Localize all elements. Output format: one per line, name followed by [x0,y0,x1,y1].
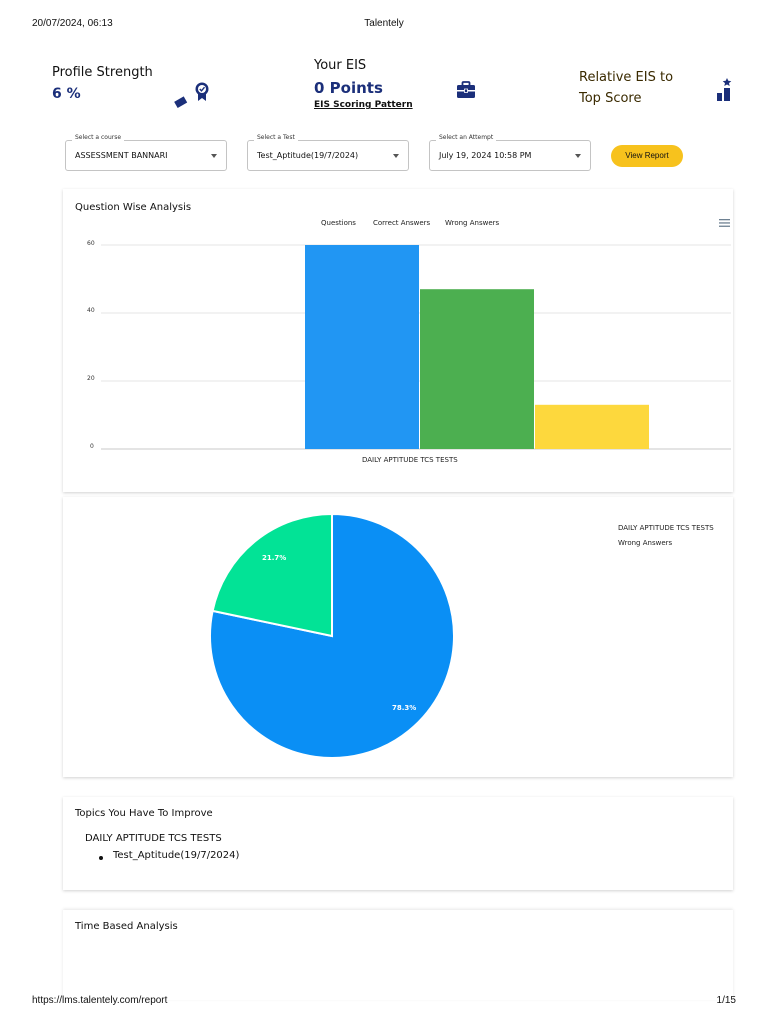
chevron-down-icon [575,154,581,158]
time-analysis-card: Time Based Analysis [63,910,733,1000]
podium-icon [717,78,732,101]
x-category-label: DAILY APTITUDE TCS TESTS [362,456,458,464]
pie-chart [209,512,455,759]
print-page-number: 1/15 [716,995,736,1006]
eis-stat: Your EIS 0 Points EIS Scoring Pattern [314,58,413,110]
topics-title: Topics You Have To Improve [75,808,213,819]
attempt-select-label: Select an Attempt [436,134,497,141]
ribbon-badge-icon [174,82,209,108]
question-bar-chart [101,244,731,450]
eis-scoring-link[interactable]: EIS Scoring Pattern [314,100,413,110]
pie-legend-tcs-tests[interactable]: DAILY APTITUDE TCS TESTS [618,524,714,532]
relative-eis-line2: Top Score [579,91,642,106]
question-analysis-title: Question Wise Analysis [75,202,192,213]
print-title: Talentely [364,18,404,29]
y-tick-0: 0 [90,443,94,450]
relative-eis-line1: Relative EIS to [579,70,674,85]
y-tick-60: 60 [87,240,95,247]
print-url: https://lms.talentely.com/report [32,995,168,1006]
profile-strength-label: Profile Strength [52,65,153,80]
attempt-select[interactable]: Select an Attempt July 19, 2024 10:58 PM [429,134,591,171]
course-select-label: Select a course [72,134,125,141]
legend-correct-answers[interactable]: Correct Answers [373,219,431,227]
pie-label-small: 21.7% [262,554,287,562]
profile-strength-value: 6 % [52,86,81,102]
legend-wrong-answers[interactable]: Wrong Answers [445,219,500,227]
pie-legend-wrong-answers[interactable]: Wrong Answers [618,539,673,547]
test-select-value: Test_Aptitude(19/7/2024) [257,151,359,160]
pie-chart-card: 21.7% 78.3% DAILY APTITUDE TCS TESTS Wro… [63,497,733,777]
print-header: 20/07/2024, 06:13 Talentely [32,18,736,30]
topic-item: Test_Aptitude(19/7/2024) [113,850,240,861]
y-tick-20: 20 [87,375,95,382]
time-analysis-title: Time Based Analysis [75,921,178,932]
question-analysis-card: Question Wise Analysis Questions Correct… [63,189,733,492]
briefcase-icon [457,81,475,98]
eis-label: Your EIS [314,58,367,73]
view-report-button[interactable]: View Report [611,145,683,167]
chevron-down-icon [211,154,217,158]
legend-questions[interactable]: Questions [321,219,356,227]
topics-heading: DAILY APTITUDE TCS TESTS [85,833,222,844]
test-select-label: Select a Test [254,134,298,141]
topics-card: Topics You Have To Improve DAILY APTITUD… [63,797,733,890]
hamburger-menu-icon[interactable] [719,219,730,227]
profile-strength-stat: Profile Strength 6 % [52,65,153,102]
test-select[interactable]: Select a Test Test_Aptitude(19/7/2024) [247,134,409,171]
pie-slice-wrong-answers[interactable] [211,512,333,638]
chevron-down-icon [393,154,399,158]
bar-correct-answers[interactable] [420,289,534,449]
print-timestamp: 20/07/2024, 06:13 [32,18,113,29]
eis-value: 0 Points [314,79,383,97]
course-select[interactable]: Select a course ASSESSMENT BANNARI [65,134,227,171]
course-select-value: ASSESSMENT BANNARI [75,151,168,160]
attempt-select-value: July 19, 2024 10:58 PM [439,151,532,160]
bullet-icon [99,856,103,860]
y-tick-40: 40 [87,307,95,314]
bar-questions[interactable] [305,245,419,449]
relative-eis-stat: Relative EIS to Top Score [579,67,673,109]
bar-wrong-answers[interactable] [535,404,649,449]
pie-label-large: 78.3% [392,704,417,712]
